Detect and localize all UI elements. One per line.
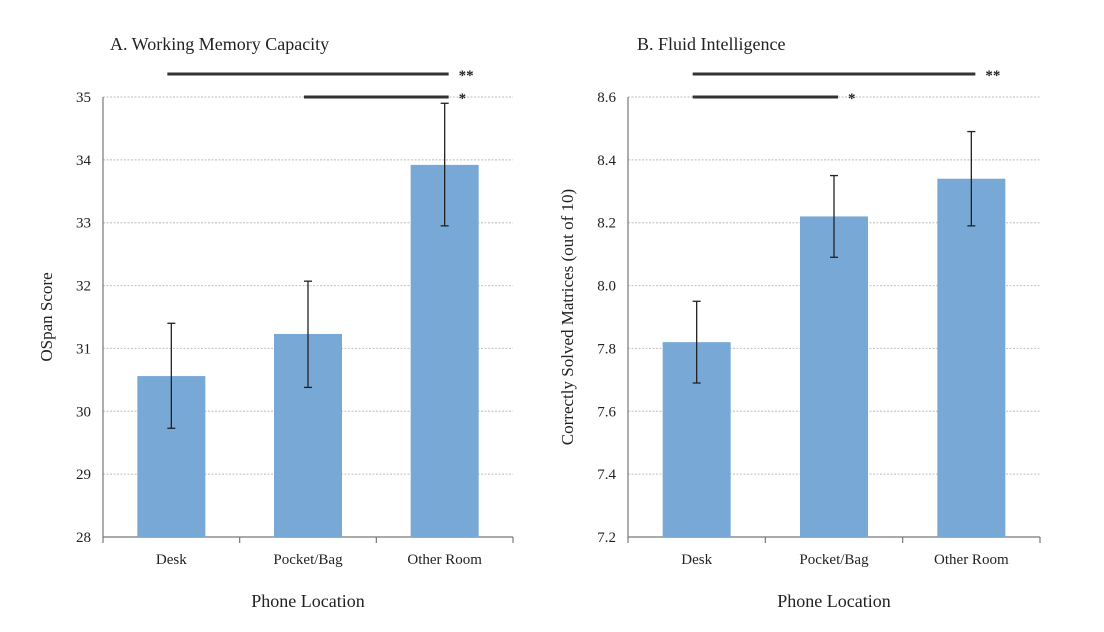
bar-other-room — [937, 178, 1006, 537]
chart-title: A. Working Memory Capacity — [110, 34, 329, 54]
y-tick-label: 7.6 — [597, 404, 616, 420]
category-label: Other Room — [407, 552, 482, 568]
significance-marker: * — [848, 91, 856, 107]
significance-marker: ** — [459, 68, 474, 84]
significance-marker: * — [459, 91, 467, 107]
category-label: Other Room — [934, 552, 1009, 568]
category-label: Desk — [156, 552, 187, 568]
y-tick-label: 33 — [76, 216, 91, 232]
x-axis-label: Phone Location — [777, 591, 890, 611]
chart-title: B. Fluid Intelligence — [637, 34, 785, 54]
y-tick-label: 7.2 — [597, 530, 616, 546]
chart-panel-a: A. Working Memory Capacity 28 29 30 31 32 33 34… — [37, 34, 514, 611]
y-tick-label: 31 — [76, 341, 91, 357]
category-label: Pocket/Bag — [799, 552, 869, 568]
y-tick-label: 32 — [76, 279, 91, 295]
category-label: Desk — [681, 552, 712, 568]
significance-marker: ** — [985, 68, 1000, 84]
y-tick-label: 35 — [76, 90, 91, 106]
y-axis-label: OSpan Score — [37, 272, 56, 361]
chart-panel-b: B. Fluid Intelligence 7.2 7.4 7.6 7.8 8.0 8.2 8… — [558, 34, 1041, 611]
y-tick-label: 8.0 — [597, 279, 616, 295]
x-axis-label: Phone Location — [251, 591, 364, 611]
y-tick-label: 7.4 — [597, 467, 616, 483]
y-tick-label: 8.4 — [597, 153, 616, 169]
category-label: Pocket/Bag — [273, 552, 343, 568]
y-tick-label: 8.2 — [597, 216, 616, 232]
y-tick-label: 8.6 — [597, 90, 616, 106]
y-axis-label: Correctly Solved Matrices (out of 10) — [558, 189, 577, 445]
y-tick-label: 30 — [76, 404, 91, 420]
y-tick-label: 7.8 — [597, 341, 616, 357]
y-tick-label: 34 — [76, 153, 92, 169]
y-tick-label: 28 — [76, 530, 91, 546]
bar-other-room — [410, 164, 479, 537]
bar-pocket-bag — [800, 216, 868, 537]
y-tick-label: 29 — [76, 467, 91, 483]
